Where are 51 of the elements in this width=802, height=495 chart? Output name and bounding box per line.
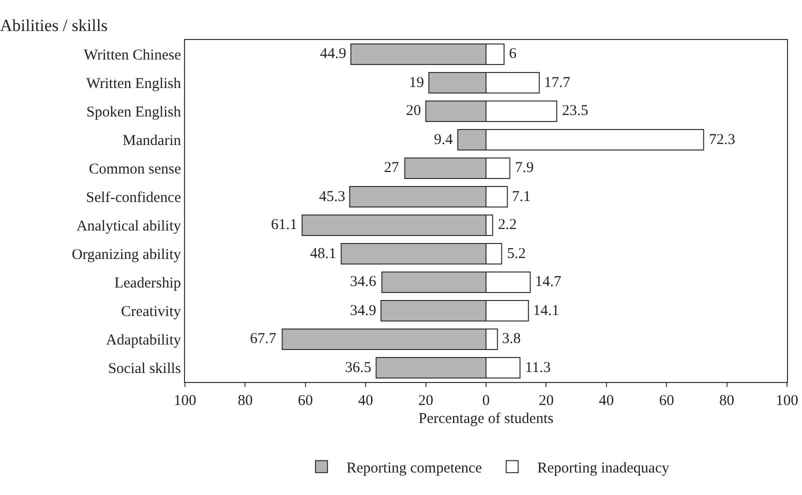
- x-tick-label: 20: [418, 393, 434, 409]
- y-tick-label: Mandarin: [122, 133, 182, 149]
- y-tick-label: Creativity: [121, 304, 182, 320]
- y-tick-label: Common sense: [88, 162, 182, 178]
- data-label: 61.1: [271, 217, 298, 233]
- y-tick-label: Organizing ability: [72, 247, 182, 263]
- data-label: 23.5: [562, 103, 588, 119]
- y-tick-label: Written Chinese: [84, 48, 182, 64]
- x-tick-label: 80: [719, 393, 734, 409]
- x-tick-label: 40: [598, 393, 614, 409]
- legend-label: Reporting inadequacy: [537, 460, 670, 476]
- x-tick-label: 100: [174, 393, 196, 409]
- y-axis-title: Abilities / skills: [0, 16, 108, 35]
- data-label: 45.3: [319, 189, 346, 205]
- data-label: 9.4: [434, 132, 454, 148]
- data-label: 34.6: [350, 274, 377, 290]
- data-label: 27: [384, 160, 400, 176]
- data-label: 5.2: [507, 246, 526, 262]
- data-label: 7.1: [512, 189, 531, 205]
- x-tick-label: 60: [659, 393, 674, 409]
- x-tick-label: 20: [538, 393, 554, 409]
- data-label: 3.8: [502, 331, 521, 347]
- data-label: 14.1: [533, 303, 560, 319]
- data-label: 20: [406, 103, 421, 119]
- x-tick-label: 0: [482, 393, 490, 409]
- data-label: 7.9: [515, 160, 534, 176]
- data-label: 17.7: [544, 75, 571, 91]
- data-label: 6: [509, 46, 517, 62]
- data-label: 44.9: [320, 46, 346, 62]
- x-tick-label: 60: [298, 393, 313, 409]
- x-tick-label: 40: [358, 393, 374, 409]
- data-label: 11.3: [525, 360, 551, 376]
- y-tick-label: Written English: [86, 76, 182, 92]
- x-axis-title: Percentage of students: [418, 411, 554, 427]
- y-tick-label: Spoken English: [86, 104, 182, 120]
- x-tick-label: 100: [776, 393, 798, 409]
- y-tick-label: Social skills: [108, 361, 182, 377]
- x-tick-label: 80: [238, 393, 253, 409]
- data-label: 2.2: [498, 217, 517, 233]
- y-tick-label: Adaptability: [106, 332, 182, 348]
- data-label: 34.9: [350, 303, 376, 319]
- legend-label: Reporting competence: [346, 460, 482, 476]
- data-label: 72.3: [709, 132, 736, 148]
- data-label: 48.1: [310, 246, 336, 262]
- y-tick-label: Analytical ability: [76, 218, 182, 234]
- data-label: 36.5: [345, 360, 372, 376]
- y-tick-label: Self-confidence: [86, 190, 182, 206]
- data-label: 14.7: [535, 274, 562, 290]
- y-tick-label: Leadership: [114, 276, 181, 292]
- data-label: 67.7: [250, 331, 277, 347]
- data-label: 19: [409, 75, 424, 91]
